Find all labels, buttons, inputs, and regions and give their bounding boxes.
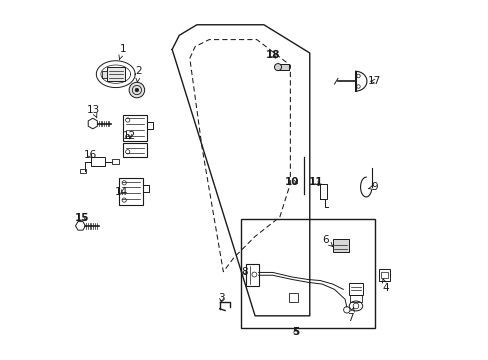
Circle shape (135, 88, 139, 92)
Text: 11: 11 (308, 177, 323, 187)
Bar (112, 159, 118, 165)
Text: 14: 14 (114, 187, 127, 197)
Bar (320, 184, 327, 199)
Text: 16: 16 (83, 150, 97, 160)
Bar (106, 67, 124, 81)
Text: 10: 10 (285, 177, 299, 187)
Bar (348, 283, 363, 294)
Bar (379, 269, 389, 280)
Text: 12: 12 (123, 131, 136, 141)
Text: 8: 8 (241, 267, 247, 277)
Text: 9: 9 (367, 182, 377, 192)
Bar (80, 169, 86, 173)
Text: 6: 6 (322, 235, 332, 246)
Text: 18: 18 (265, 50, 280, 60)
Bar (91, 157, 105, 166)
Text: 3: 3 (218, 293, 224, 303)
Bar (119, 178, 143, 205)
Text: 1: 1 (119, 45, 126, 60)
Bar (122, 115, 146, 141)
Text: 5: 5 (291, 327, 299, 337)
Bar (102, 71, 106, 78)
Bar (246, 264, 258, 286)
Text: 7: 7 (346, 308, 354, 323)
Circle shape (274, 64, 281, 71)
Text: 17: 17 (367, 76, 380, 86)
Bar (241, 219, 374, 328)
Bar (278, 64, 288, 70)
Text: 4: 4 (382, 279, 388, 293)
Circle shape (129, 82, 144, 98)
Bar (349, 295, 361, 302)
Bar (332, 239, 348, 252)
Text: 13: 13 (87, 105, 100, 118)
Bar (122, 143, 146, 157)
Text: 2: 2 (135, 66, 142, 82)
Text: 15: 15 (75, 213, 89, 223)
Bar (288, 293, 298, 302)
Bar (381, 272, 387, 278)
